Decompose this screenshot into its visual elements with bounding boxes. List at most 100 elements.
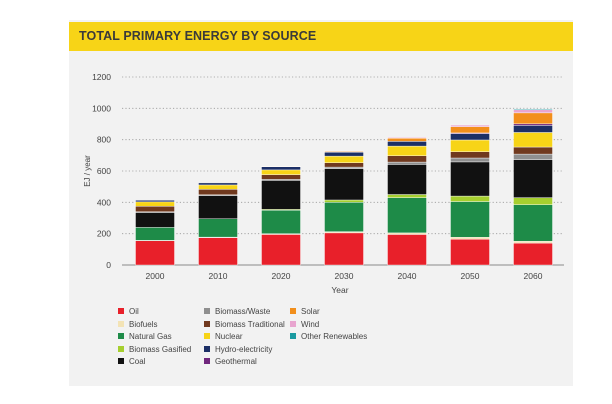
bar-segment (450, 238, 490, 266)
bar-segment (513, 132, 553, 148)
bar-segment (387, 155, 427, 163)
legend-swatch (118, 358, 124, 364)
bar-segment (450, 195, 490, 202)
legend-label: Geothermal (215, 357, 257, 366)
x-axis-title: Year (331, 285, 348, 295)
bar-segment (324, 151, 364, 157)
bar-segment (324, 202, 364, 232)
legend-label: Solar (301, 307, 320, 316)
bar-segment (324, 199, 364, 203)
title-bar: TOTAL PRIMARY ENERGY BY SOURCE (69, 22, 573, 51)
stacked-bar-chart: 0 200 400 600 800 1000 1200 EJ / year 2000 2010 20… (83, 72, 564, 295)
y-tick-label: 800 (97, 135, 111, 145)
bar-segment (387, 145, 427, 157)
legend-label: Nuclear (215, 332, 243, 341)
x-tick-label: 2050 (461, 271, 480, 281)
bar-segment (324, 162, 364, 168)
bar-segment (513, 153, 553, 160)
bar-segment (450, 157, 490, 163)
bar-segment (261, 166, 301, 171)
x-tick-label: 2000 (146, 271, 165, 281)
bar-segment (198, 184, 238, 190)
bar-segment (450, 139, 490, 152)
legend-label: Biomass Traditional (215, 319, 285, 329)
y-tick-label: 0 (106, 260, 111, 270)
legend-label: Biofuels (129, 319, 158, 329)
legend-swatch (290, 320, 296, 327)
bar-segment (513, 204, 553, 242)
legend-label: Coal (129, 357, 146, 366)
bar-segment (387, 232, 427, 235)
legend-swatch (118, 308, 124, 314)
bar-segment (261, 234, 301, 266)
bar-segment (450, 237, 490, 240)
bar-segment (513, 108, 553, 110)
bar-segment (324, 166, 364, 169)
bar-segment (513, 159, 553, 198)
bar-segment (135, 200, 175, 203)
bar-segment (450, 126, 490, 134)
legend-label: Biomass Gasified (129, 344, 192, 354)
legend-label: Biomass/Waste (215, 307, 271, 316)
x-tick-label: 2060 (524, 271, 543, 281)
x-tick-label: 2030 (335, 271, 354, 281)
bar-segment (198, 189, 238, 196)
bar-segment (387, 164, 427, 195)
chart-title: TOTAL PRIMARY ENERGY BY SOURCE (79, 29, 317, 43)
bar-segment (450, 124, 490, 127)
legend-swatch (204, 358, 210, 364)
bar-segment (324, 232, 364, 266)
legend-label: Oil (129, 307, 139, 316)
bar-segment (513, 109, 553, 114)
legend-swatch (290, 308, 296, 314)
y-tick-label: 200 (97, 229, 111, 239)
legend-label: Other Renewables (301, 332, 368, 341)
legend-swatch (204, 333, 210, 339)
bar-segment (513, 242, 553, 266)
bar-segment (135, 227, 175, 241)
legend-swatch (204, 308, 210, 314)
bar-segment (387, 137, 427, 139)
y-tick-label: 1200 (92, 72, 111, 82)
bar-segment (513, 123, 553, 126)
x-tick-label: 2010 (209, 271, 228, 281)
y-tick-label: 1000 (92, 103, 111, 113)
bar-segment (450, 133, 490, 141)
y-tick-label: 600 (97, 166, 111, 176)
bar-segment (387, 141, 427, 147)
bar-segment (387, 234, 427, 266)
legend-swatch (204, 320, 210, 327)
bar-segment (135, 212, 175, 228)
bar-segment (261, 174, 301, 180)
bar-segment (450, 161, 490, 197)
bar-segment (198, 195, 238, 219)
bar-segment (135, 240, 175, 266)
x-tick-label: 2020 (272, 271, 291, 281)
bar-segment (450, 151, 490, 159)
legend-swatch (118, 320, 124, 327)
bar-segment (387, 197, 427, 234)
bar-segment (261, 209, 301, 234)
bar-segment (261, 180, 301, 210)
bar-segment (513, 125, 553, 133)
bar-segment (261, 169, 301, 175)
bar-segment (198, 237, 238, 266)
bar-segment (513, 146, 553, 155)
y-axis-title: EJ / year (83, 155, 92, 187)
bar-segment (387, 138, 427, 142)
legend-swatch (204, 345, 210, 352)
bar-segment (387, 194, 427, 198)
bar-segment (513, 197, 553, 205)
bar-segment (450, 201, 490, 238)
legend-label: Hydro-electricity (215, 344, 273, 354)
bar-segment (324, 155, 364, 163)
bar-segment (324, 168, 364, 201)
legend-label: Wind (301, 319, 320, 329)
y-tick-label: 400 (97, 197, 111, 207)
bar-segment (198, 218, 238, 238)
bar-segment (135, 201, 175, 207)
legend-swatch (118, 345, 124, 352)
bar-segment (513, 240, 553, 244)
bar-segment (135, 206, 175, 212)
legend-label: Natural Gas (129, 332, 172, 341)
